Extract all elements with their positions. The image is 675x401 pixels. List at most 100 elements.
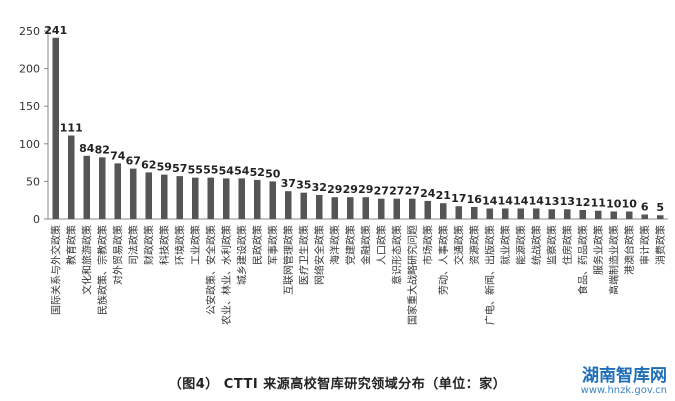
figure-caption: （图4） CTTI 来源高校智库研究领域分布（单位：家） [168, 377, 507, 392]
data-label: 10 [606, 197, 622, 210]
x-tick-label: 意识形态政策 [390, 225, 403, 285]
x-tick-label: 能源政策 [514, 225, 527, 265]
bar [393, 198, 401, 219]
bar [284, 191, 292, 219]
bar [207, 177, 215, 219]
bar [238, 178, 246, 219]
y-tick-label: 250 [19, 25, 40, 38]
bar [439, 203, 447, 219]
bar [455, 206, 463, 219]
data-label: 29 [343, 183, 358, 196]
x-tick-label: 金融政策 [359, 225, 372, 265]
bar [67, 135, 75, 219]
bar [362, 197, 370, 219]
y-tick-label: 150 [19, 100, 40, 113]
data-label: 27 [405, 185, 420, 198]
bar [145, 172, 153, 219]
x-tick-label: 住房政策 [561, 225, 574, 265]
bar [191, 177, 199, 219]
bar [253, 179, 261, 219]
x-tick-label: 监察政策 [545, 225, 558, 265]
bar [269, 181, 277, 219]
data-label: 54 [219, 164, 235, 177]
x-tick-label: 城乡建设政策 [235, 225, 248, 285]
data-label: 37 [281, 177, 296, 190]
data-label: 16 [467, 193, 483, 206]
bar [625, 211, 633, 219]
bar [83, 155, 91, 219]
bar [98, 157, 106, 219]
bar [129, 168, 137, 219]
x-tick-label: 对外贸易政策 [111, 225, 124, 285]
x-tick-label: 审计政策 [638, 225, 651, 265]
y-tick-label: 200 [19, 63, 40, 76]
bar [641, 214, 649, 219]
y-tick-label: 0 [33, 213, 40, 226]
data-label: 74 [110, 149, 126, 162]
bar [377, 198, 385, 219]
data-label: 14 [482, 194, 498, 207]
x-tick-label: 财政政策 [142, 225, 155, 265]
data-label: 54 [234, 164, 250, 177]
data-label: 6 [641, 200, 649, 213]
y-tick-label: 50 [26, 175, 40, 188]
data-label: 50 [265, 167, 281, 180]
bar [52, 37, 60, 219]
data-label: 82 [95, 143, 110, 156]
x-tick-label: 广电、新闻、出版政策 [483, 225, 496, 325]
x-tick-label: 高端制造业政策 [607, 225, 620, 295]
x-tick-label: 市场政策 [421, 225, 434, 265]
bar [532, 208, 540, 219]
data-label: 27 [389, 185, 404, 198]
bar [300, 192, 308, 219]
bar [548, 209, 556, 219]
bar [222, 178, 230, 219]
x-tick-label: 国际关系与外交政策 [49, 225, 62, 315]
data-label: 21 [436, 189, 451, 202]
watermark: 湖南智库网 www.hnzk.gov.cn [581, 367, 667, 397]
x-tick-label: 民政政策 [251, 225, 264, 265]
x-tick-label: 互联网管理政策 [282, 225, 295, 295]
data-label: 13 [544, 195, 559, 208]
bar [346, 197, 354, 219]
x-tick-label: 港澳台政策 [623, 225, 636, 275]
x-tick-label: 医疗卫生政策 [297, 225, 310, 285]
bar [486, 208, 494, 219]
x-tick-label: 食品、药品政策 [576, 225, 589, 295]
x-tick-label: 科技政策 [158, 225, 171, 265]
data-label: 11 [591, 197, 606, 210]
bar [315, 194, 323, 219]
x-tick-label: 国家重大战略研究问题 [406, 225, 419, 325]
data-label: 14 [529, 194, 545, 207]
bar-chart: 0 50 100 150 200 250 241 国际关系与外交政策 111 教育政策 84 文化和旅… [19, 24, 668, 325]
watermark-url: www.hnzk.gov.cn [580, 385, 667, 396]
data-label: 52 [250, 166, 265, 179]
data-label: 57 [172, 162, 187, 175]
data-label: 27 [374, 185, 389, 198]
x-tick-label: 教育政策 [65, 225, 78, 265]
bar [331, 197, 339, 219]
bar [160, 174, 168, 219]
x-tick-label: 党建政策 [344, 225, 357, 265]
x-tick-label: 公安政策、安全政策 [204, 225, 217, 315]
x-tick-label: 文化和旅游政策 [80, 225, 93, 295]
data-label: 14 [513, 194, 529, 207]
watermark-title: 湖南智库网 [582, 366, 667, 386]
data-label: 29 [327, 183, 342, 196]
bar [579, 209, 587, 219]
bar [594, 210, 602, 219]
data-label: 59 [157, 161, 172, 174]
bar [563, 209, 571, 219]
x-tick-label: 就业政策 [499, 225, 512, 265]
data-label: 67 [126, 155, 141, 168]
x-tick-label: 军事政策 [266, 225, 279, 265]
data-label: 24 [420, 187, 436, 200]
x-tick-label: 民族政策、宗教政策 [96, 225, 109, 315]
data-label: 29 [358, 183, 373, 196]
data-label: 62 [141, 158, 156, 171]
x-tick-label: 服务业政策 [592, 225, 605, 275]
data-label: 35 [296, 179, 311, 192]
x-tick-label: 海洋政策 [328, 225, 341, 265]
x-tick-label: 消费政策 [654, 225, 667, 265]
x-tick-label: 农业、林业、水利政策 [220, 225, 233, 325]
